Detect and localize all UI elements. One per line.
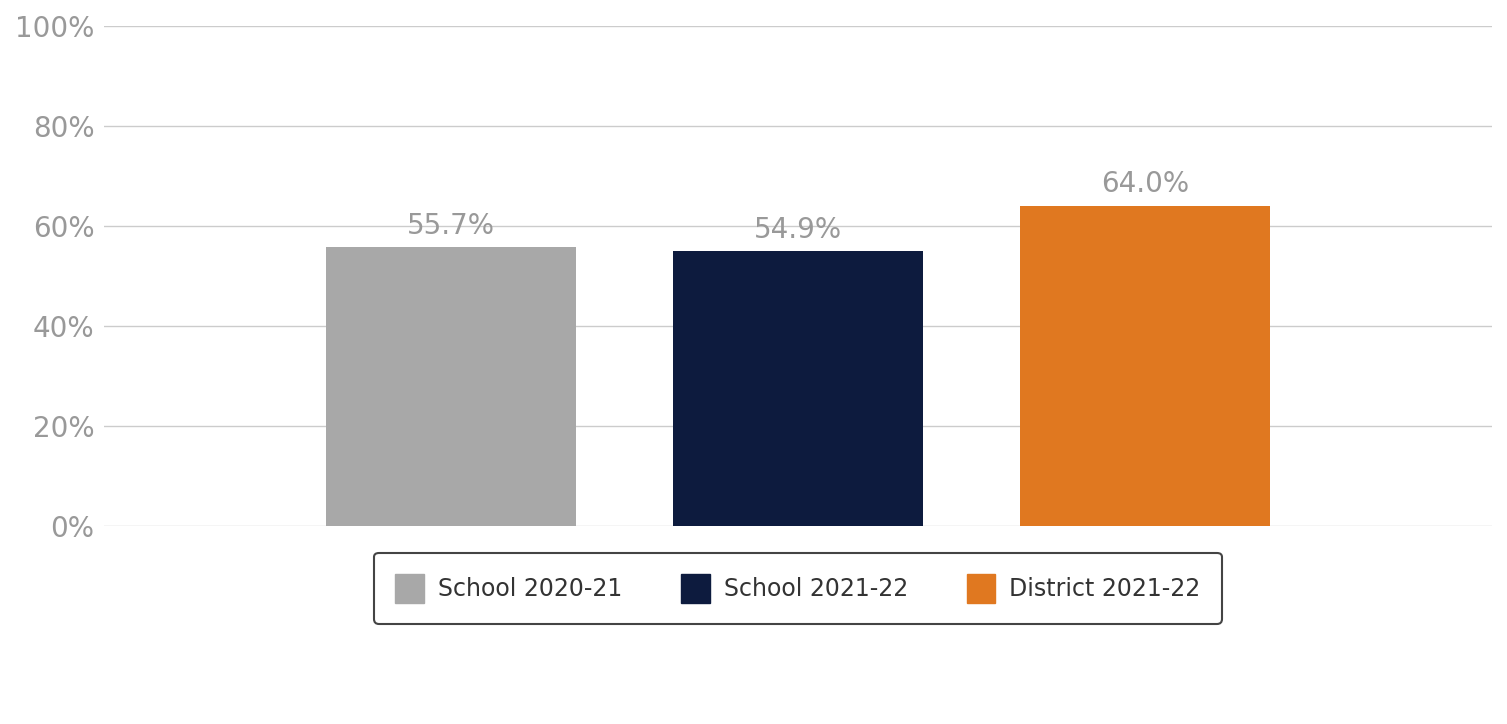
Legend: School 2020-21, School 2021-22, District 2021-22: School 2020-21, School 2021-22, District…: [374, 552, 1222, 624]
Bar: [674, 251, 922, 526]
Bar: [1020, 206, 1270, 526]
Text: 55.7%: 55.7%: [407, 212, 496, 240]
Bar: [326, 248, 576, 526]
Text: 54.9%: 54.9%: [754, 216, 842, 244]
Text: 64.0%: 64.0%: [1102, 170, 1189, 198]
